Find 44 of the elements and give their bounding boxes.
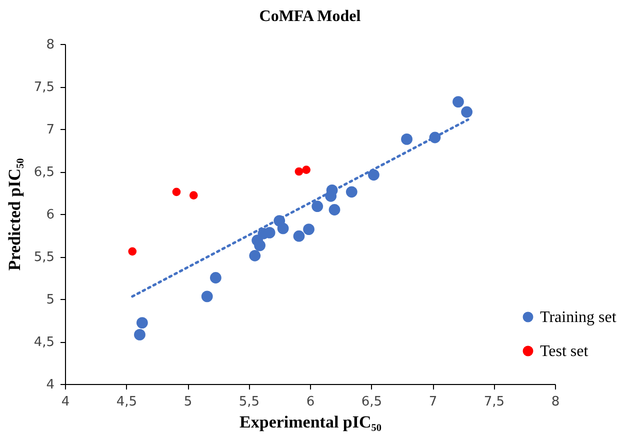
y-tick-label: 4 xyxy=(46,378,54,392)
point xyxy=(294,167,304,176)
point xyxy=(249,250,261,262)
point xyxy=(136,317,148,328)
x-tick-label: 4 xyxy=(61,394,70,410)
legend-label: Training set xyxy=(540,309,617,326)
y-tick-label: 6 xyxy=(46,208,54,222)
point xyxy=(461,106,472,118)
x-tick-label: 6 xyxy=(306,394,315,410)
point xyxy=(201,290,213,302)
point xyxy=(312,200,324,212)
point xyxy=(254,240,266,252)
point xyxy=(368,169,380,181)
y-tick-label: 5,5 xyxy=(34,250,54,265)
x-tick-label: 4,5 xyxy=(116,394,138,410)
point xyxy=(172,188,181,196)
point xyxy=(189,191,198,200)
y-tick-label: 7,5 xyxy=(34,80,54,95)
chart-title: CoMFA Model xyxy=(259,8,362,25)
point xyxy=(401,134,412,145)
y-tick-label: 8 xyxy=(46,38,54,52)
x-tick-label: 7 xyxy=(428,394,438,410)
y-tick-label: 6,5 xyxy=(34,165,54,180)
x-tick-label: 7,5 xyxy=(484,394,505,410)
y-axis-title: Predicted pIC₅₀ xyxy=(4,158,24,271)
legend-label: Test set xyxy=(540,343,589,360)
point xyxy=(293,230,305,242)
point xyxy=(277,222,289,234)
point xyxy=(128,247,137,256)
point xyxy=(452,96,464,108)
point xyxy=(303,224,314,235)
y-tick-label: 5 xyxy=(46,292,54,308)
x-tick-label: 5 xyxy=(184,394,192,410)
point xyxy=(346,186,358,198)
x-tick-label: 8 xyxy=(551,394,560,410)
x-axis-title: Experimental pIC₅₀ xyxy=(240,412,382,432)
point xyxy=(302,166,311,174)
x-tick-label: 5,5 xyxy=(238,394,260,410)
point xyxy=(210,272,222,284)
y-tick-label: 7 xyxy=(46,122,54,138)
point xyxy=(328,204,340,216)
x-tick-label: 6,5 xyxy=(361,394,382,410)
y-tick-label: 4,5 xyxy=(34,335,54,350)
point xyxy=(134,329,146,340)
